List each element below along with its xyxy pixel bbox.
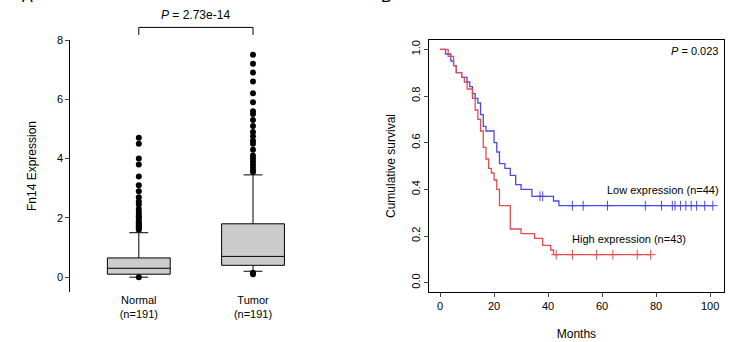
svg-text:6: 6 bbox=[57, 93, 63, 105]
svg-text:Normal(n=191): Normal(n=191) bbox=[120, 294, 158, 320]
svg-text:0.2: 0.2 bbox=[410, 227, 422, 242]
svg-text:0.8: 0.8 bbox=[410, 87, 422, 102]
svg-text:20: 20 bbox=[488, 300, 500, 312]
svg-text:0: 0 bbox=[437, 300, 443, 312]
svg-text:Tumor(n=191): Tumor(n=191) bbox=[234, 294, 272, 320]
svg-text:P = 0.023: P = 0.023 bbox=[671, 45, 718, 57]
svg-text:0.0: 0.0 bbox=[410, 273, 422, 288]
svg-text:Low expression (n=44): Low expression (n=44) bbox=[607, 184, 719, 196]
svg-text:80: 80 bbox=[650, 300, 662, 312]
svg-text:1.0: 1.0 bbox=[410, 40, 422, 55]
svg-text:Months: Months bbox=[557, 327, 596, 341]
svg-text:P = 2.73e-14: P = 2.73e-14 bbox=[161, 8, 230, 22]
svg-text:4: 4 bbox=[57, 152, 63, 164]
svg-text:40: 40 bbox=[542, 300, 554, 312]
svg-text:B: B bbox=[381, 0, 392, 5]
svg-text:0.6: 0.6 bbox=[410, 133, 422, 148]
svg-text:A: A bbox=[22, 0, 33, 5]
svg-text:2: 2 bbox=[57, 212, 63, 224]
svg-text:0.4: 0.4 bbox=[410, 180, 422, 195]
svg-text:Fn14 Expression: Fn14 Expression bbox=[25, 121, 39, 211]
svg-text:High expression (n=43): High expression (n=43) bbox=[572, 233, 686, 245]
svg-text:8: 8 bbox=[57, 34, 63, 46]
svg-text:100: 100 bbox=[701, 300, 719, 312]
svg-text:60: 60 bbox=[596, 300, 608, 312]
svg-text:0: 0 bbox=[57, 271, 63, 283]
svg-text:Cumulative survival: Cumulative survival bbox=[384, 114, 398, 218]
